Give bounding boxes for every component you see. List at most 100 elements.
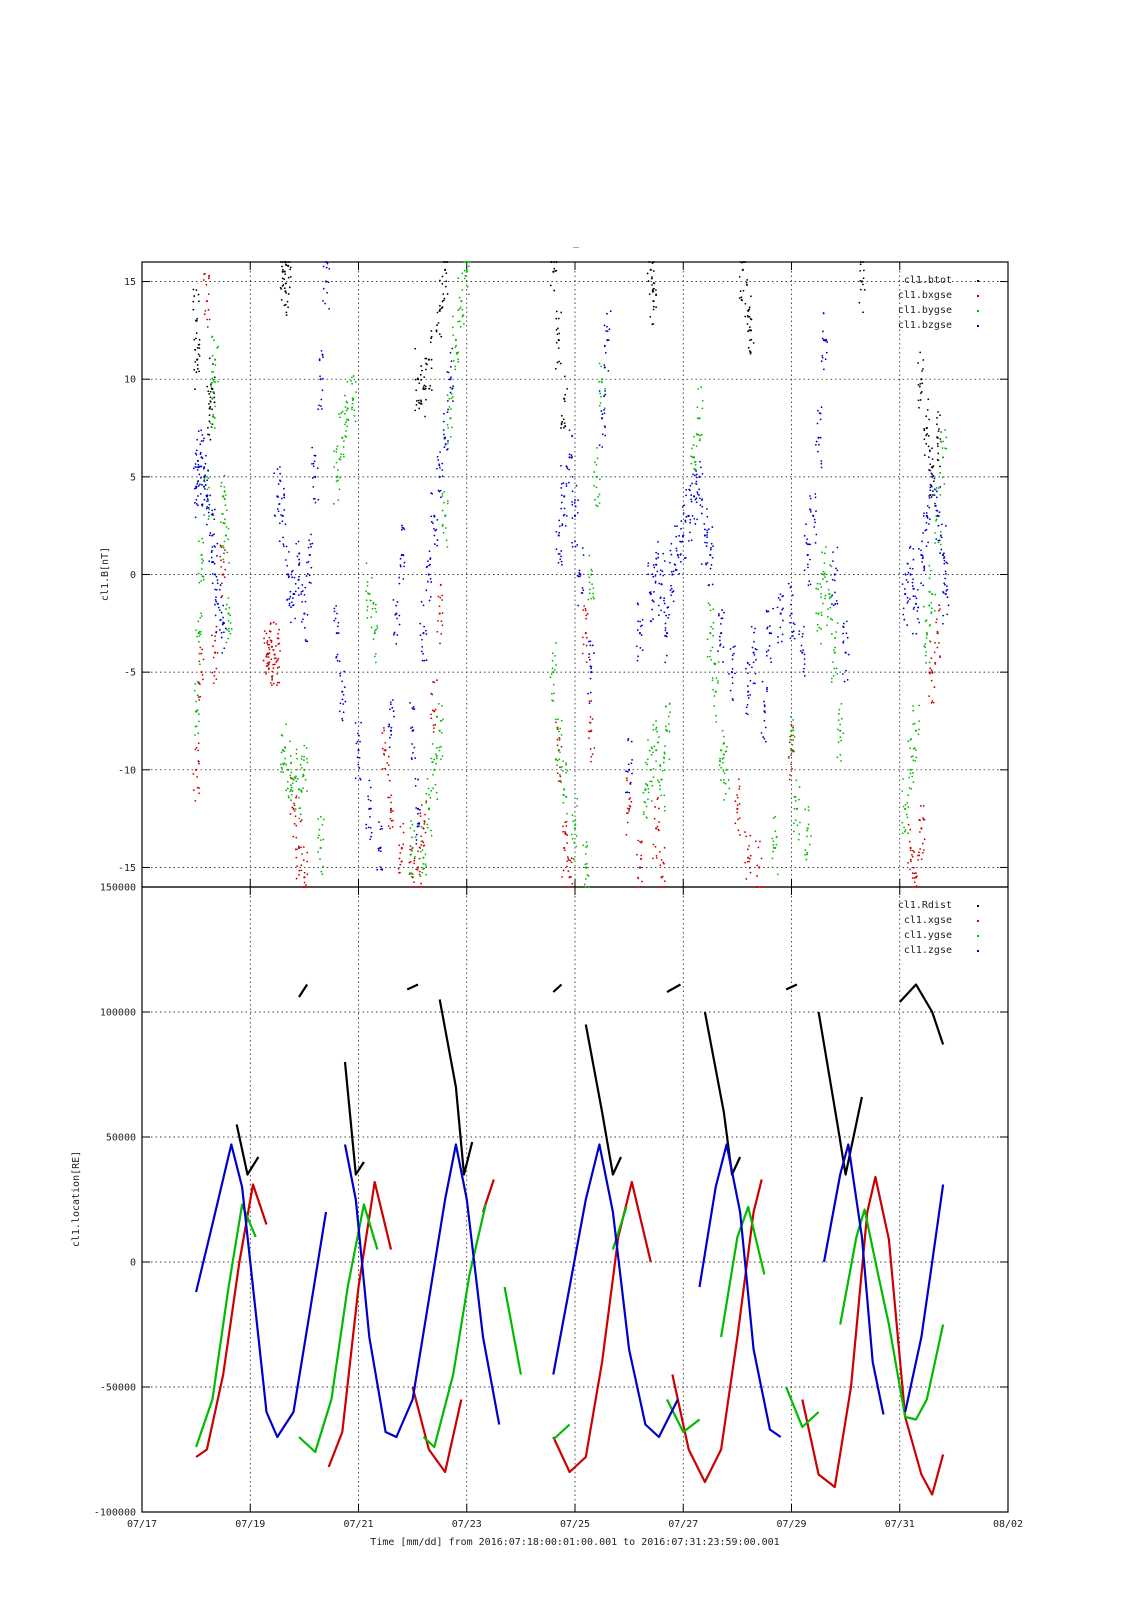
data-point xyxy=(929,486,932,489)
data-point xyxy=(286,573,289,576)
data-point xyxy=(928,661,931,664)
data-point xyxy=(559,558,562,561)
data-point xyxy=(328,307,331,310)
data-point xyxy=(202,279,205,281)
data-point xyxy=(333,610,336,613)
series-line-cl1-zgse xyxy=(343,1143,501,1439)
data-point xyxy=(319,858,321,860)
data-point xyxy=(281,520,284,523)
data-point xyxy=(409,827,412,829)
data-point xyxy=(211,408,213,411)
series-line-cl1-Rdist xyxy=(817,1011,863,1176)
data-point xyxy=(201,504,204,507)
data-point xyxy=(319,378,322,381)
data-point xyxy=(320,349,323,352)
data-point xyxy=(754,672,757,675)
data-point xyxy=(915,875,918,878)
data-point xyxy=(754,648,757,650)
data-point xyxy=(438,304,441,307)
data-point xyxy=(929,494,932,497)
data-point xyxy=(570,857,573,860)
data-point xyxy=(679,560,682,563)
data-point xyxy=(221,495,224,498)
data-point xyxy=(732,652,735,655)
data-point xyxy=(566,466,568,468)
data-point xyxy=(651,608,654,611)
data-point xyxy=(940,536,943,539)
data-point xyxy=(814,521,817,524)
data-point xyxy=(814,496,817,499)
data-point xyxy=(219,555,222,558)
data-point xyxy=(587,737,590,740)
data-point xyxy=(791,743,794,746)
data-point xyxy=(672,570,675,573)
data-point xyxy=(416,377,419,380)
data-point xyxy=(400,553,403,557)
data-point xyxy=(197,484,200,487)
data-point xyxy=(336,659,339,662)
data-point xyxy=(221,623,224,626)
data-point xyxy=(285,789,288,792)
data-point xyxy=(195,768,198,771)
data-point xyxy=(559,727,562,730)
data-point xyxy=(333,466,336,468)
data-point xyxy=(930,679,933,682)
data-point xyxy=(576,544,579,546)
data-point xyxy=(444,527,447,529)
data-point xyxy=(653,282,656,285)
data-point xyxy=(637,877,640,880)
data-point xyxy=(197,749,200,752)
data-point xyxy=(794,819,797,822)
data-point xyxy=(921,561,923,563)
data-point xyxy=(665,634,667,637)
data-point xyxy=(926,504,929,507)
data-point xyxy=(752,342,755,344)
data-point xyxy=(203,480,206,483)
data-point xyxy=(281,514,284,518)
data-point xyxy=(290,570,293,573)
series-line-cl1-zgse xyxy=(195,1143,328,1439)
data-point xyxy=(698,417,701,420)
data-point xyxy=(636,659,639,662)
data-point xyxy=(293,804,296,807)
data-point xyxy=(659,596,662,599)
data-point xyxy=(928,495,931,497)
data-point xyxy=(763,737,766,740)
data-point xyxy=(753,631,755,634)
data-point xyxy=(211,397,214,400)
data-point xyxy=(684,519,687,522)
data-point xyxy=(425,865,427,867)
data-point xyxy=(739,290,742,293)
data-point xyxy=(713,695,716,697)
data-point xyxy=(685,515,688,518)
data-point xyxy=(709,567,712,570)
data-point xyxy=(220,631,223,634)
data-point xyxy=(210,426,213,429)
data-point xyxy=(907,823,910,826)
data-point xyxy=(207,433,209,436)
data-point xyxy=(297,563,301,566)
data-point xyxy=(289,774,292,777)
data-point xyxy=(789,614,792,617)
data-point xyxy=(915,597,918,600)
data-point xyxy=(746,314,749,317)
data-point xyxy=(755,648,758,651)
data-point xyxy=(920,553,923,557)
data-point xyxy=(375,628,377,631)
data-point xyxy=(306,761,309,764)
data-point xyxy=(791,767,793,770)
data-point xyxy=(828,592,831,596)
data-point xyxy=(211,671,214,674)
data-point xyxy=(558,774,561,776)
data-point xyxy=(197,463,200,466)
data-point xyxy=(603,425,606,428)
data-point xyxy=(802,649,805,651)
data-point xyxy=(906,624,909,626)
data-point xyxy=(430,692,433,695)
data-point xyxy=(815,533,818,536)
data-point xyxy=(593,471,596,473)
data-point xyxy=(920,858,923,861)
data-point xyxy=(370,831,373,834)
data-point xyxy=(766,610,768,613)
data-point xyxy=(199,646,202,649)
